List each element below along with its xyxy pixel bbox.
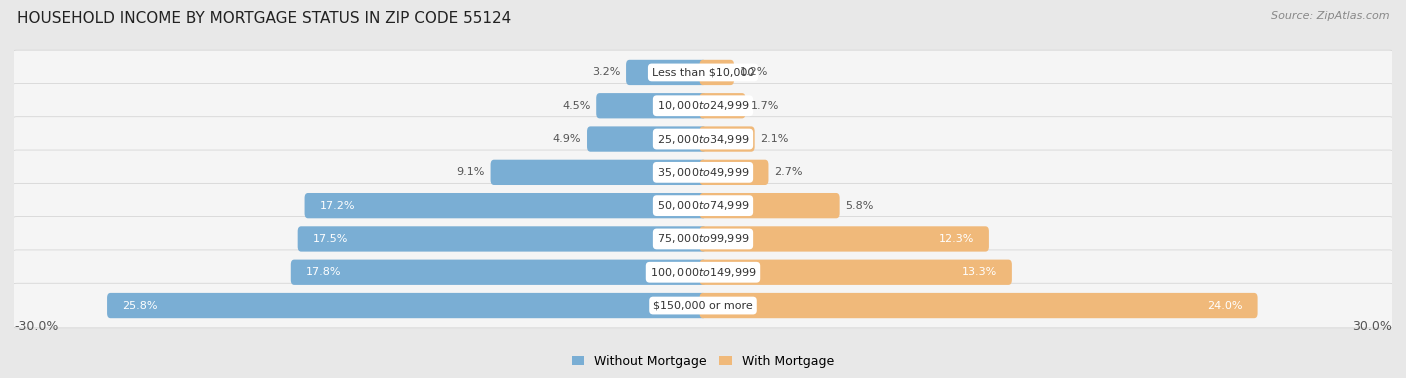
FancyBboxPatch shape [596, 93, 706, 118]
FancyBboxPatch shape [700, 260, 1012, 285]
Text: Less than $10,000: Less than $10,000 [652, 67, 754, 77]
Text: $75,000 to $99,999: $75,000 to $99,999 [657, 232, 749, 245]
Text: 13.3%: 13.3% [962, 267, 997, 277]
FancyBboxPatch shape [588, 126, 706, 152]
FancyBboxPatch shape [298, 226, 706, 252]
FancyBboxPatch shape [10, 117, 1396, 161]
Text: 9.1%: 9.1% [457, 167, 485, 177]
Text: 25.8%: 25.8% [122, 301, 157, 311]
Text: $10,000 to $24,999: $10,000 to $24,999 [657, 99, 749, 112]
Text: 1.2%: 1.2% [740, 67, 768, 77]
FancyBboxPatch shape [700, 60, 734, 85]
Text: HOUSEHOLD INCOME BY MORTGAGE STATUS IN ZIP CODE 55124: HOUSEHOLD INCOME BY MORTGAGE STATUS IN Z… [17, 11, 512, 26]
FancyBboxPatch shape [10, 283, 1396, 328]
Text: $35,000 to $49,999: $35,000 to $49,999 [657, 166, 749, 179]
FancyBboxPatch shape [700, 126, 755, 152]
Text: 30.0%: 30.0% [1353, 320, 1392, 333]
Text: 4.5%: 4.5% [562, 101, 591, 111]
Text: 17.5%: 17.5% [312, 234, 347, 244]
Text: $150,000 or more: $150,000 or more [654, 301, 752, 311]
Text: 2.7%: 2.7% [775, 167, 803, 177]
FancyBboxPatch shape [700, 193, 839, 218]
Legend: Without Mortgage, With Mortgage: Without Mortgage, With Mortgage [567, 350, 839, 373]
FancyBboxPatch shape [700, 93, 745, 118]
FancyBboxPatch shape [10, 50, 1396, 95]
Text: -30.0%: -30.0% [14, 320, 59, 333]
FancyBboxPatch shape [700, 226, 988, 252]
Text: 12.3%: 12.3% [939, 234, 974, 244]
Text: 3.2%: 3.2% [592, 67, 620, 77]
Text: $25,000 to $34,999: $25,000 to $34,999 [657, 133, 749, 146]
Text: Source: ZipAtlas.com: Source: ZipAtlas.com [1271, 11, 1389, 21]
FancyBboxPatch shape [305, 193, 706, 218]
FancyBboxPatch shape [107, 293, 706, 318]
FancyBboxPatch shape [10, 250, 1396, 294]
Text: 5.8%: 5.8% [845, 201, 873, 211]
FancyBboxPatch shape [491, 160, 706, 185]
Text: 1.7%: 1.7% [751, 101, 779, 111]
FancyBboxPatch shape [10, 150, 1396, 195]
FancyBboxPatch shape [10, 217, 1396, 261]
FancyBboxPatch shape [10, 84, 1396, 128]
FancyBboxPatch shape [700, 293, 1257, 318]
Text: 24.0%: 24.0% [1208, 301, 1243, 311]
Text: 4.9%: 4.9% [553, 134, 581, 144]
Text: 17.8%: 17.8% [305, 267, 342, 277]
FancyBboxPatch shape [626, 60, 706, 85]
FancyBboxPatch shape [10, 183, 1396, 228]
FancyBboxPatch shape [700, 160, 769, 185]
FancyBboxPatch shape [291, 260, 706, 285]
Text: 17.2%: 17.2% [319, 201, 354, 211]
Text: 2.1%: 2.1% [761, 134, 789, 144]
Text: $100,000 to $149,999: $100,000 to $149,999 [650, 266, 756, 279]
Text: $50,000 to $74,999: $50,000 to $74,999 [657, 199, 749, 212]
